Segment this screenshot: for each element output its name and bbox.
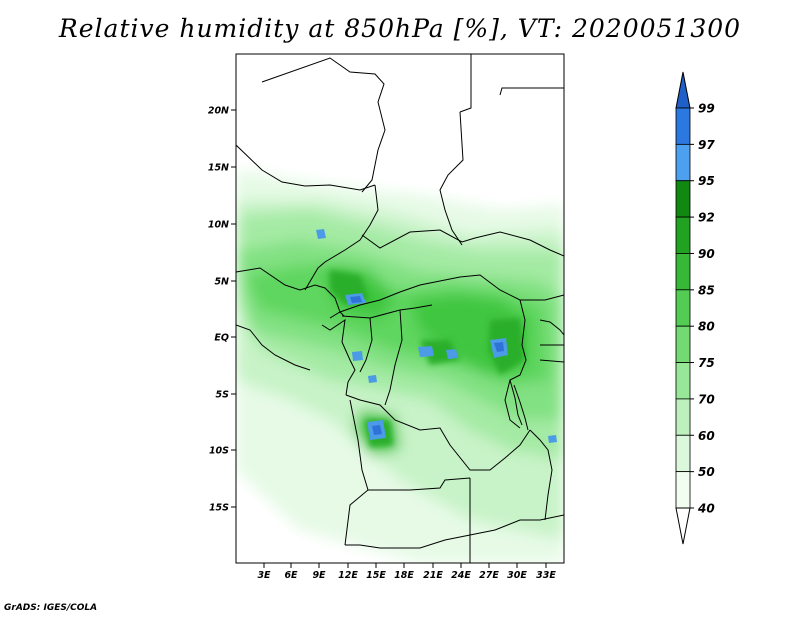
lon-label: 15E [366,570,386,581]
colorbar-bin [675,71,691,109]
field-zone-85 [320,265,530,455]
lat-label: 10N [208,220,229,231]
colorbar-bin [675,253,691,291]
lat-label: 5N [214,277,229,288]
map-frame [235,53,565,564]
colorbar-bin [675,180,691,218]
lon-label: 12E [338,570,358,581]
colorbar-bin [675,398,691,436]
colorbar-label: 95 [698,174,715,188]
map-title: Relative humidity at 850hPa [%], VT: 202… [58,14,742,43]
colorbar-bin [675,289,691,327]
colorbar-label: 75 [698,356,715,370]
lon-label: 9E [312,570,326,581]
longitude-axis: 3E 6E 9E 12E 15E 18E 21E 24E 27E 30E 33E [257,563,556,581]
colorbar-bin [675,107,691,145]
colorbar-label: 80 [698,320,715,334]
colorbar-bin [675,434,691,473]
lon-label: 6E [284,570,298,581]
lat-label: 15N [208,163,229,174]
colorbar-bin [675,216,691,254]
colorbar-label: 92 [698,211,715,225]
colorbar-label: 40 [697,502,715,516]
colorbar-label: 60 [698,429,715,443]
footer-credit: GrADS: IGES/COLA [4,603,98,613]
colorbar-label: 97 [698,138,715,152]
lon-label: 33E [536,570,556,581]
colorbar: 99 97 95 92 90 85 80 75 70 60 50 40 [675,71,715,545]
colorbar-label: 99 [698,102,715,116]
colorbar-label: 90 [698,247,715,261]
colorbar-bin [675,471,691,509]
colorbar-label: 50 [698,465,715,479]
lon-label: 24E [451,570,471,581]
lon-label: 30E [507,570,527,581]
colorbar-bin [675,325,691,363]
field-zone-90 [330,270,525,447]
latitude-axis: 20N 15N 10N 5N EQ 5S 10S 15S [208,106,236,514]
lon-label: 18E [394,570,414,581]
colorbar-bin [675,362,691,400]
lat-label: 5S [216,390,230,401]
colorbar-label: 85 [698,283,715,297]
colorbar-bin [675,143,691,182]
lon-label: 3E [257,570,271,581]
colorbar-bin [675,507,691,545]
lat-label: 15S [209,503,229,514]
country-borders [236,54,564,563]
lat-label: EQ [214,333,229,344]
colorbar-label: 70 [698,392,715,406]
lon-label: 21E [423,570,443,581]
lat-label: 10S [209,446,229,457]
field-zone-97 [350,296,504,435]
lat-label: 20N [208,106,229,117]
humidity-field [236,54,564,563]
lon-label: 27E [479,570,499,581]
